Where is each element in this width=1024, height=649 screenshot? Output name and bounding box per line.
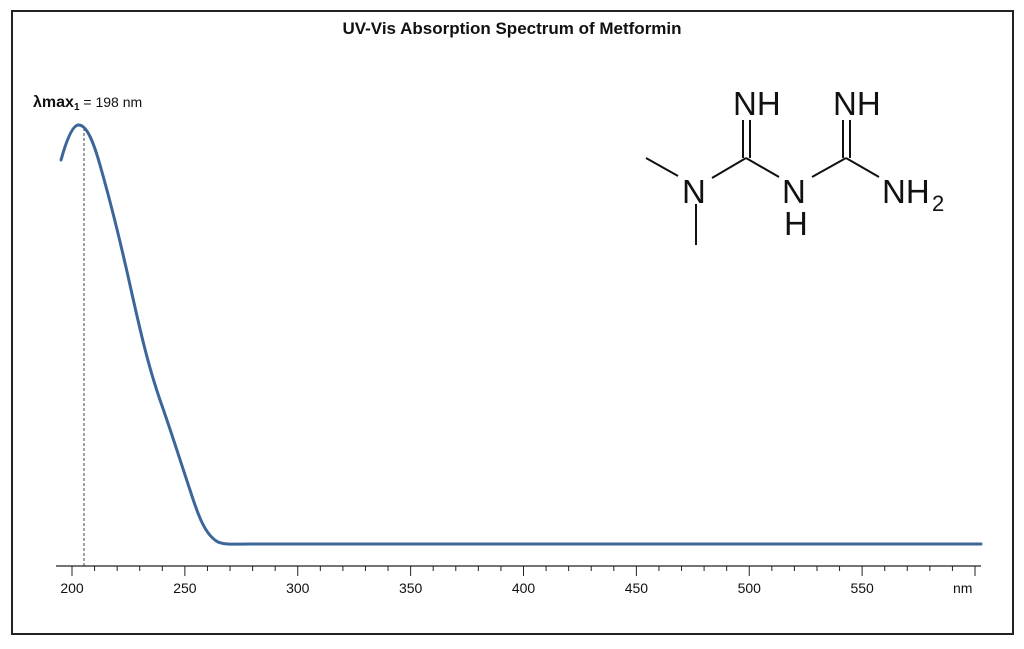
x-axis-tick-labels: 200 250 300 350 400 450 500 550 (60, 580, 874, 596)
atom-nh-right: NH (833, 85, 881, 122)
bond-n-c1 (711, 157, 747, 179)
lambda-symbol: λ (33, 94, 42, 111)
x-tick-label: 200 (60, 580, 84, 596)
lambda-max-annotation: λmax1 = 198 nm (33, 94, 142, 113)
chart-frame (11, 10, 1014, 635)
x-axis-ticks (71, 566, 976, 576)
lambda-max-value: = 198 nm (79, 94, 143, 110)
atom-n-bridge: N (782, 173, 806, 210)
bond-c1-nbridge (745, 157, 780, 178)
lambda-max-subscript: 1 (73, 102, 80, 113)
x-axis-unit-label: nm (953, 580, 972, 596)
bond-nbridge-c2 (811, 157, 847, 178)
x-tick-label: 300 (286, 580, 310, 596)
atom-nh2-subscript: 2 (932, 191, 944, 216)
x-tick-label: 350 (399, 580, 423, 596)
spectrum-curve (59, 123, 983, 546)
chart-title: UV-Vis Absorption Spectrum of Metformin (342, 19, 682, 38)
atom-nh2: NH (882, 173, 930, 210)
atom-nh-left: NH (733, 85, 781, 122)
x-tick-label: 250 (173, 580, 197, 596)
bond-c2-nh2 (845, 157, 880, 178)
lambda-max-label: max (41, 94, 74, 111)
x-tick-label: 550 (850, 580, 874, 596)
x-tick-label: 500 (738, 580, 762, 596)
x-tick-label: 450 (625, 580, 649, 596)
methyl-bond-upper (645, 157, 679, 177)
atom-h-bridge: H (784, 205, 808, 242)
metformin-structure (645, 120, 880, 245)
atom-n-dimethyl: N (682, 173, 706, 210)
x-tick-label: 400 (512, 580, 536, 596)
